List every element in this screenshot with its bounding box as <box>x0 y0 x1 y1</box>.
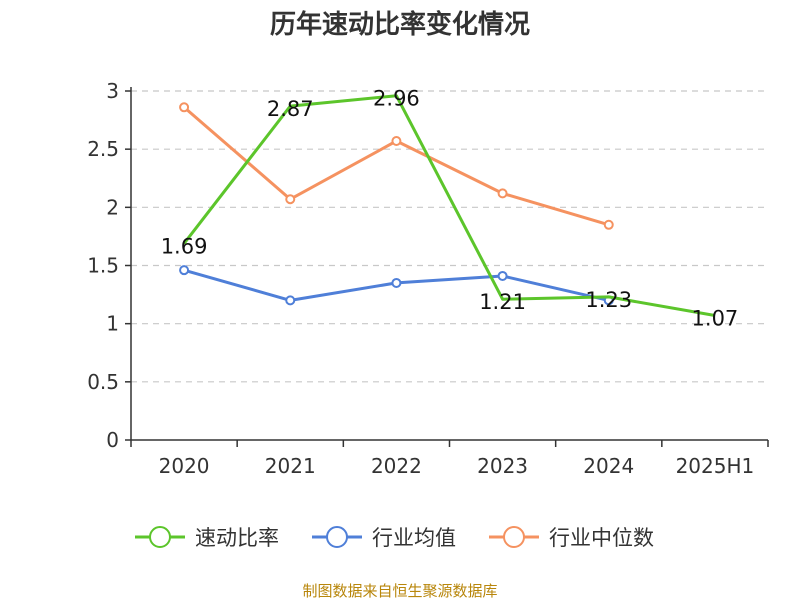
data-point <box>179 265 190 276</box>
y-tick-label: 0.5 <box>87 370 119 394</box>
data-label: 1.21 <box>479 290 526 314</box>
data-label: 1.07 <box>692 307 739 331</box>
y-tick-label: 3 <box>106 79 119 103</box>
x-tick-label: 2022 <box>371 454 422 478</box>
legend-label: 速动比率 <box>195 526 279 550</box>
data-label: 2.96 <box>373 87 420 111</box>
data-point <box>391 277 402 288</box>
source-note: 制图数据来自恒生聚源数据库 <box>302 582 497 600</box>
y-tick-label: 1 <box>106 312 119 336</box>
data-point <box>497 188 508 199</box>
legend-label: 行业中位数 <box>549 526 654 550</box>
series-group <box>179 94 716 317</box>
data-label: 1.69 <box>161 234 208 258</box>
grid-lines <box>131 90 768 383</box>
y-tick-label: 0 <box>106 428 119 452</box>
y-tick-label: 2 <box>106 195 119 219</box>
x-tick-label: 2025H1 <box>676 454 755 478</box>
legend-marker <box>503 526 525 548</box>
series-line-0 <box>182 94 716 317</box>
legend-marker <box>149 526 171 548</box>
y-tick-label: 1.5 <box>87 254 119 278</box>
chart-title: 历年速动比率变化情况 <box>270 9 530 40</box>
axes: 0 0.5 1 1.5 2 2.5 3 2020 2021 2022 2023 2024 2025H1 <box>87 79 769 478</box>
data-labels: 1.69 2.87 2.96 1.21 1.23 1.07 <box>161 87 739 331</box>
legend-marker <box>326 526 348 548</box>
x-tick-label: 2020 <box>159 454 210 478</box>
y-tick-label: 2.5 <box>87 137 119 161</box>
data-point <box>179 102 190 113</box>
data-point <box>285 194 296 205</box>
legend-label: 行业均值 <box>372 526 456 550</box>
data-point <box>497 270 508 281</box>
x-tick-label: 2024 <box>583 454 634 478</box>
data-label: 1.23 <box>585 288 632 312</box>
data-point <box>603 219 614 230</box>
data-point <box>285 295 296 306</box>
data-point <box>391 136 402 147</box>
x-tick-label: 2023 <box>477 454 528 478</box>
x-tick-label: 2021 <box>265 454 316 478</box>
data-label: 2.87 <box>267 97 314 121</box>
legend: 速动比率 行业均值 行业中位数 <box>135 526 654 550</box>
